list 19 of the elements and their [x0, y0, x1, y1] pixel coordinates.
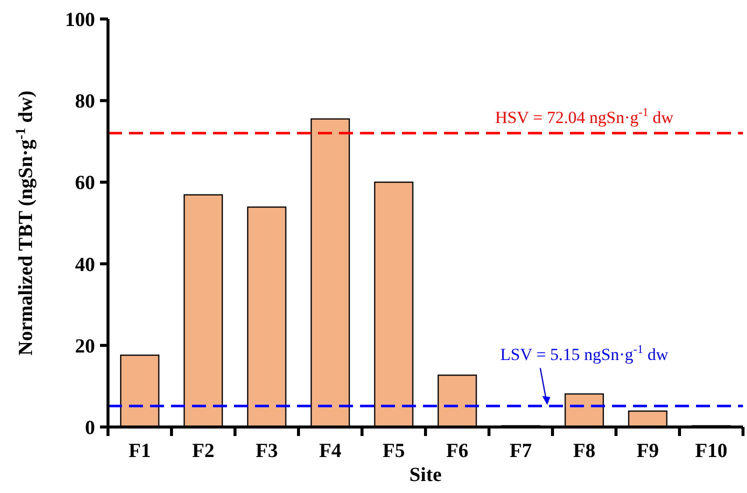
y-tick-label: 0 — [85, 417, 95, 439]
ref-line-label: HSV = 72.04 ngSn·g$^{-1}$ dw — [495, 105, 674, 128]
x-tick-label: F3 — [256, 440, 278, 462]
x-tick-label: F2 — [192, 440, 214, 462]
x-tick-label: F7 — [510, 440, 532, 462]
y-tick-label: 100 — [65, 9, 95, 31]
y-tick-label: 40 — [75, 254, 95, 276]
y-tick-label: 20 — [75, 335, 95, 358]
y-tick-label: 80 — [75, 90, 95, 113]
x-tick-label: F6 — [446, 440, 468, 462]
y-tick-label: 60 — [75, 172, 95, 194]
x-tick-label: F10 — [695, 440, 728, 462]
x-tick-label: F5 — [382, 440, 405, 462]
x-tick-label: F8 — [573, 440, 596, 462]
x-tick-label: F4 — [319, 440, 342, 462]
x-axis-title: Site — [409, 464, 442, 486]
x-tick-label: F9 — [636, 440, 659, 462]
ref-line-label: LSV = 5.15 ngSn·g$^{-1}$ dw — [500, 342, 669, 364]
x-tick-label: F1 — [128, 440, 151, 462]
